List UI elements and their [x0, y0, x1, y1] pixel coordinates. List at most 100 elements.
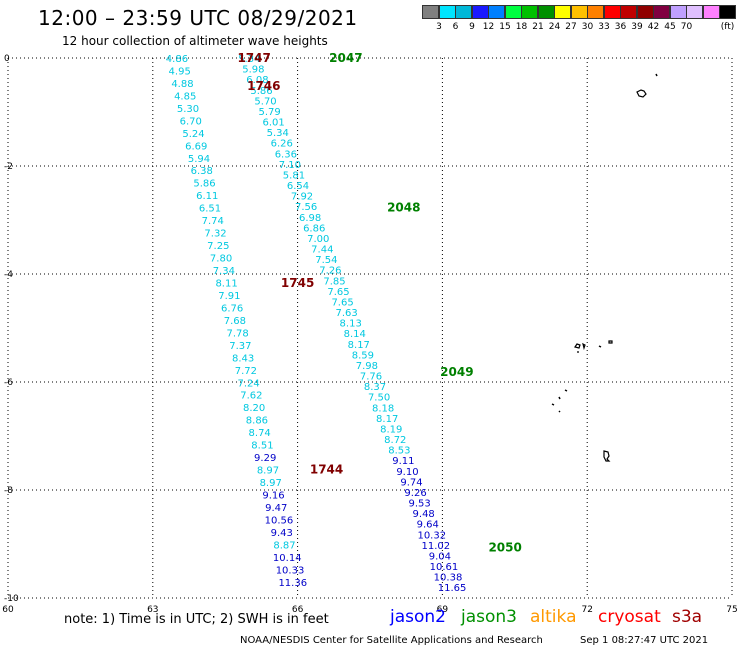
axis-tick-labels: 60 63 66 69 72 75 0 -2 -4 -6 -8 -10	[2, 54, 737, 615]
wave-height-value: 8.17	[376, 414, 398, 425]
y-tick-label: -4	[4, 270, 13, 280]
wave-height-value: 7.25	[207, 241, 229, 252]
color-scale-label: 6	[452, 22, 459, 32]
wave-height-value: 5.86	[193, 179, 215, 190]
wave-height-value: 7.00	[307, 234, 329, 245]
wave-height-value: 7.65	[327, 287, 349, 298]
island-outline	[603, 450, 611, 462]
color-scale-label: 9	[469, 22, 475, 32]
wave-height-value: 9.53	[408, 499, 430, 510]
wave-height-value: 5.81	[283, 170, 305, 181]
wave-height-value: 6.11	[196, 191, 218, 202]
wave-height-value: 6.36	[275, 149, 297, 160]
pass-time-label: 1744	[310, 462, 343, 476]
wave-height-value: 7.62	[240, 391, 262, 402]
pass-time-label: 2049	[440, 365, 473, 379]
wave-height-value: 6.51	[199, 204, 221, 215]
wave-height-value: 7.10	[279, 160, 301, 171]
wave-height-value: 7.54	[315, 255, 337, 266]
wave-height-value: 5.70	[254, 96, 276, 107]
wave-height-value: 9.11	[392, 456, 414, 467]
x-tick-label: 63	[147, 605, 158, 615]
wave-height-value: 6.70	[180, 116, 202, 127]
satellite-legend-altika: altika	[530, 607, 577, 627]
wave-height-value: 11.36	[278, 578, 307, 589]
color-scale-label: 30	[581, 22, 594, 32]
wave-height-value: 7.63	[336, 308, 358, 319]
pass-time-label: 1745	[281, 276, 314, 290]
wave-height-value: 7.34	[213, 266, 235, 277]
wave-height-value: 7.72	[235, 366, 257, 377]
wave-height-value: 10.32	[417, 530, 446, 541]
wave-height-value: 7.56	[295, 202, 317, 213]
wave-height-value: 5.86	[250, 86, 272, 97]
wave-height-value: 8.53	[388, 446, 410, 457]
island-outlines	[551, 73, 658, 462]
note-text: note: 1) Time is in UTC; 2) SWH is in fe…	[64, 612, 329, 627]
credit-text: NOAA/NESDIS Center for Satellite Applica…	[240, 635, 543, 646]
wave-height-value: 7.37	[229, 341, 251, 352]
wave-height-value: 5.79	[258, 107, 280, 118]
wave-height-value: 4.85	[174, 91, 196, 102]
wave-height-value: 8.18	[372, 403, 394, 414]
wave-height-value: 9.48	[413, 509, 435, 520]
x-tick-label: 69	[437, 605, 449, 615]
wave-height-value: 7.92	[291, 192, 313, 203]
wave-height-value: 11.02	[422, 541, 451, 552]
wave-height-value: 7.74	[202, 216, 224, 227]
wave-height-value: 8.37	[364, 382, 386, 393]
wave-height-value: 6.86	[303, 223, 325, 234]
wave-height-value: 10.14	[273, 553, 302, 564]
y-tick-label: 0	[4, 54, 10, 64]
wave-height-value: 7.65	[331, 297, 353, 308]
satellite-legend-cryosat: cryosat	[598, 607, 661, 627]
wave-height-value: 7.80	[210, 254, 232, 265]
wave-height-value: 8.11	[215, 278, 237, 289]
wave-height-value: 6.76	[221, 303, 243, 314]
color-scale-label: 3	[436, 22, 442, 32]
wave-height-value: 7.44	[311, 245, 333, 256]
pass-time-label: 2048	[387, 201, 420, 215]
color-scale-label: 12	[482, 22, 495, 32]
wave-height-value: 8.51	[251, 441, 273, 452]
wave-height-value: 10.38	[434, 573, 463, 584]
wave-height-value: 11.65	[438, 583, 467, 594]
wave-height-value: 5.98	[242, 65, 264, 76]
x-tick-label: 75	[726, 605, 737, 615]
wave-height-value: 8.59	[352, 350, 374, 361]
wave-height-value: 7.91	[218, 291, 240, 302]
island-outline	[574, 342, 586, 353]
wave-height-value: 6.69	[185, 141, 207, 152]
color-scale-label: 39	[631, 22, 643, 32]
wave-height-value: 5.24	[182, 129, 204, 140]
x-tick-label: 60	[2, 605, 14, 615]
wave-height-value: 8.17	[348, 340, 370, 351]
wave-height-value: 7.68	[224, 316, 246, 327]
wave-height-value: 8.13	[340, 319, 362, 330]
color-scale-label: 27	[565, 22, 577, 32]
wave-height-value: 10.56	[265, 515, 294, 526]
wave-height-value: 7.24	[238, 378, 260, 389]
wave-height-value: 5.30	[177, 104, 199, 115]
wave-height-value: 7.50	[368, 393, 390, 404]
color-scale-label: 36	[614, 22, 627, 32]
color-scale-label: 18	[515, 22, 528, 32]
color-scale-label: 42	[647, 22, 660, 32]
wave-height-value: 6.54	[287, 181, 309, 192]
island-outline	[598, 345, 602, 348]
color-scale-label: 33	[598, 22, 610, 32]
wave-height-value: 6.08	[246, 75, 268, 86]
color-scale-label: 15	[499, 22, 511, 32]
pass-time-label: 2047	[329, 51, 362, 65]
y-tick-label: -2	[4, 162, 13, 172]
wave-height-value: 9.29	[254, 453, 276, 464]
island-outline	[636, 89, 647, 98]
wave-height-value: 6.98	[299, 213, 321, 224]
wave-height-value: 4.88	[171, 79, 193, 90]
wave-height-value: 8.14	[344, 329, 366, 340]
wave-height-value: 5.34	[238, 54, 260, 65]
satellite-legend-s3a: s3a	[672, 607, 703, 627]
wave-height-value: 4.95	[169, 66, 191, 77]
y-tick-label: -6	[4, 378, 13, 388]
color-scale-label: 45	[664, 22, 676, 32]
